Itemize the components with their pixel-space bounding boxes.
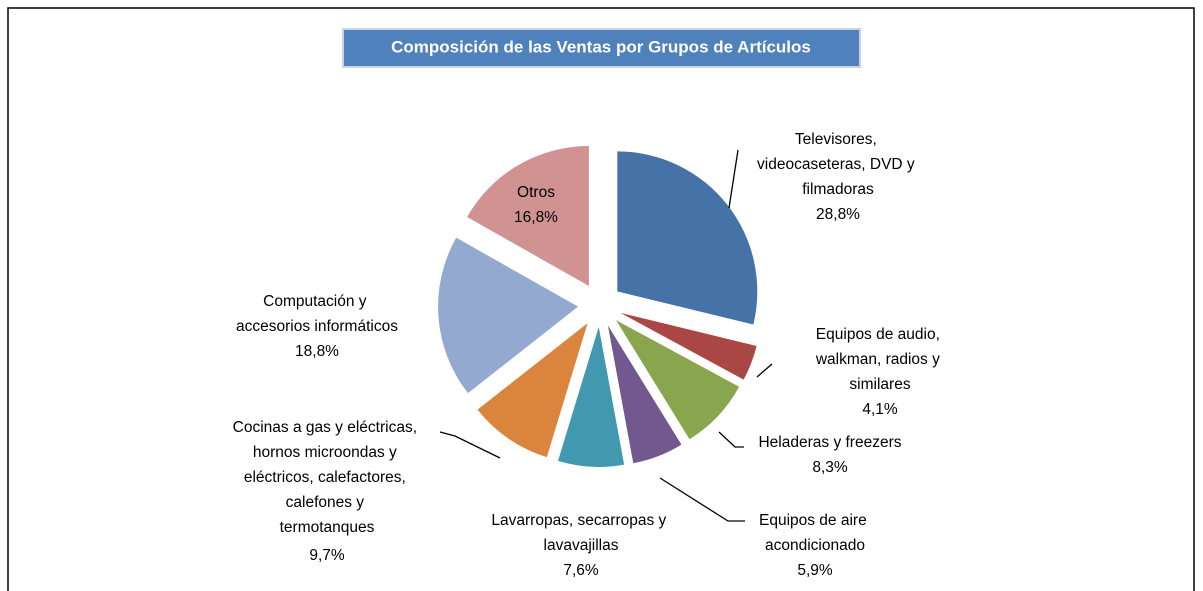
chart-title: Composición de las Ventas por Grupos de …	[391, 37, 811, 56]
slice-label: Heladeras y freezers	[758, 434, 901, 451]
value-label: 4,1%	[862, 401, 898, 418]
slice-label: Televisores, videocaseteras, DVD y filma…	[757, 131, 919, 198]
slice-label: Computación y accesorios informáticos	[236, 293, 398, 335]
value-label: 16,8%	[514, 209, 558, 226]
pie-slice	[438, 237, 579, 394]
pie-slice	[617, 151, 758, 325]
pie-slice	[558, 326, 625, 467]
pie-slice	[467, 145, 589, 286]
pie-slice	[477, 323, 588, 458]
leader-line	[659, 477, 745, 522]
leader-line	[728, 149, 739, 209]
value-label: 18,8%	[295, 343, 339, 360]
value-label: 28,8%	[816, 206, 860, 223]
pie-slice	[615, 320, 740, 440]
leader-line	[756, 363, 773, 378]
slice-label: Lavarropas, secarropas y lavavajillas	[491, 512, 670, 554]
slice-label: Otros	[517, 184, 555, 201]
value-label: 9,7%	[309, 547, 345, 564]
chart-frame	[7, 7, 1195, 591]
value-label: 5,9%	[797, 562, 833, 579]
leader-line	[718, 431, 744, 448]
leader-line	[439, 431, 501, 459]
title-box	[342, 28, 861, 68]
slice-label: Equipos de audio, walkman, radios y simi…	[815, 326, 944, 393]
value-label: 7,6%	[563, 562, 599, 579]
pie-slice	[607, 325, 682, 464]
value-label: 8,3%	[812, 459, 848, 476]
pie-slice	[620, 312, 757, 380]
slice-label: Equipos de aire acondicionado	[759, 512, 871, 554]
slice-label: Cocinas a gas y eléctricas, hornos micro…	[233, 419, 422, 536]
